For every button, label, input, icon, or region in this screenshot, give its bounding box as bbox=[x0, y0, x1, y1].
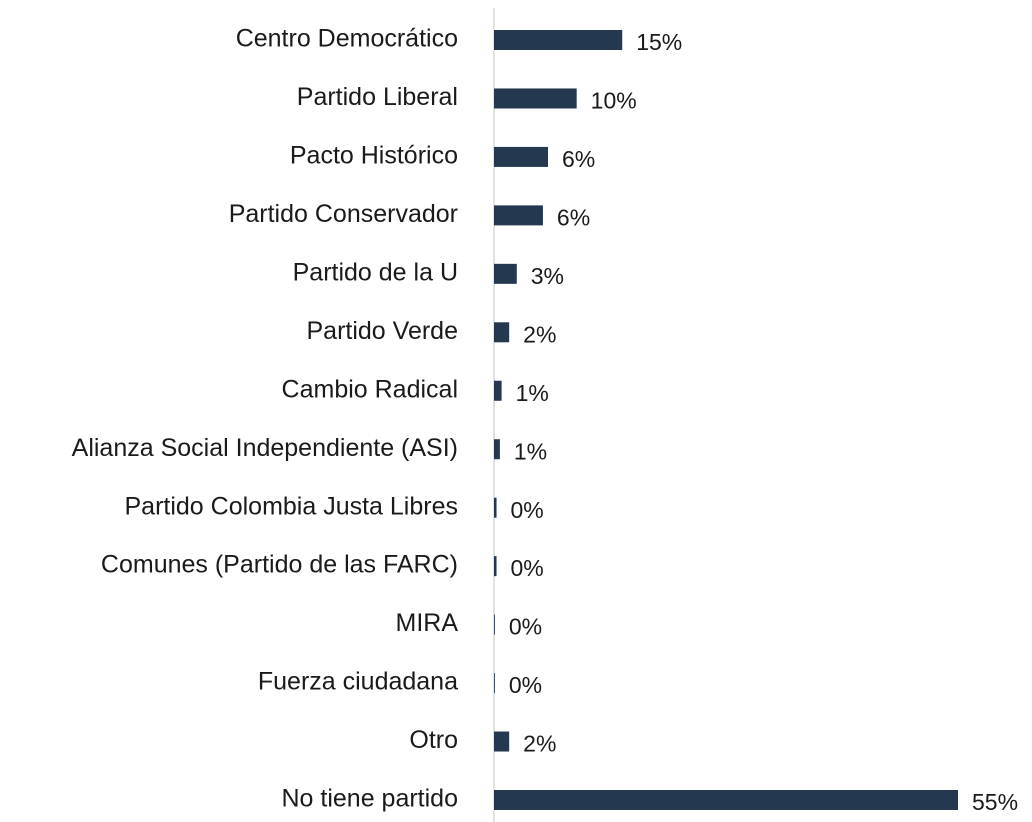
bar bbox=[494, 789, 958, 810]
category-label: Cambio Radical bbox=[282, 375, 458, 403]
category-label: Partido de la U bbox=[293, 258, 458, 286]
value-label: 15% bbox=[636, 29, 682, 55]
category-label: Partido Conservador bbox=[229, 200, 458, 228]
value-label: 1% bbox=[514, 438, 547, 464]
value-label: 6% bbox=[562, 146, 595, 172]
category-label: Pacto Histórico bbox=[290, 142, 458, 170]
category-label: Partido Verde bbox=[307, 317, 459, 345]
value-label: 2% bbox=[523, 731, 556, 757]
bar bbox=[494, 439, 500, 460]
value-label: 0% bbox=[509, 614, 542, 640]
bar bbox=[494, 146, 548, 167]
value-label: 0% bbox=[509, 672, 542, 698]
value-label: 0% bbox=[511, 555, 544, 581]
bar bbox=[494, 673, 495, 694]
bar bbox=[494, 88, 577, 109]
value-label: 10% bbox=[591, 88, 637, 114]
category-label: Partido Colombia Justa Libres bbox=[125, 492, 459, 520]
category-label: MIRA bbox=[396, 609, 459, 637]
bar bbox=[494, 497, 497, 518]
bar bbox=[494, 205, 543, 226]
category-label: Partido Liberal bbox=[297, 83, 458, 111]
category-label: Fuerza ciudadana bbox=[258, 668, 458, 696]
category-label: No tiene partido bbox=[281, 785, 458, 813]
category-label: Alianza Social Independiente (ASI) bbox=[72, 434, 458, 462]
bar bbox=[494, 30, 623, 50]
category-label: Otro bbox=[409, 726, 458, 754]
value-label: 3% bbox=[531, 263, 564, 289]
value-label: 0% bbox=[511, 497, 544, 523]
category-label: Centro Democrático bbox=[236, 25, 458, 53]
bar bbox=[494, 380, 502, 401]
bar bbox=[494, 322, 510, 343]
bar bbox=[494, 614, 495, 635]
category-label: Comunes (Partido de las FARC) bbox=[101, 551, 458, 579]
value-label: 55% bbox=[972, 789, 1018, 815]
bar bbox=[494, 731, 510, 752]
value-label: 1% bbox=[516, 380, 549, 406]
value-label: 6% bbox=[557, 204, 590, 230]
bar bbox=[494, 263, 517, 284]
value-label: 2% bbox=[523, 321, 556, 347]
bar bbox=[494, 556, 497, 577]
